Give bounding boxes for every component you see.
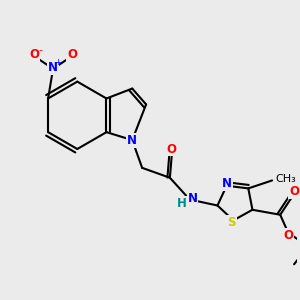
Text: O: O xyxy=(167,142,177,155)
Text: S: S xyxy=(227,216,236,229)
Text: +: + xyxy=(54,58,62,67)
Text: N: N xyxy=(222,177,232,190)
Text: -: - xyxy=(38,45,42,55)
Text: CH₃: CH₃ xyxy=(275,175,296,184)
Text: N: N xyxy=(188,192,198,205)
Text: N: N xyxy=(127,134,137,147)
Text: N: N xyxy=(48,61,58,74)
Text: O: O xyxy=(289,185,299,199)
Text: H: H xyxy=(177,197,187,210)
Text: O: O xyxy=(29,48,39,62)
Text: O: O xyxy=(283,229,293,242)
Text: O: O xyxy=(67,48,77,62)
